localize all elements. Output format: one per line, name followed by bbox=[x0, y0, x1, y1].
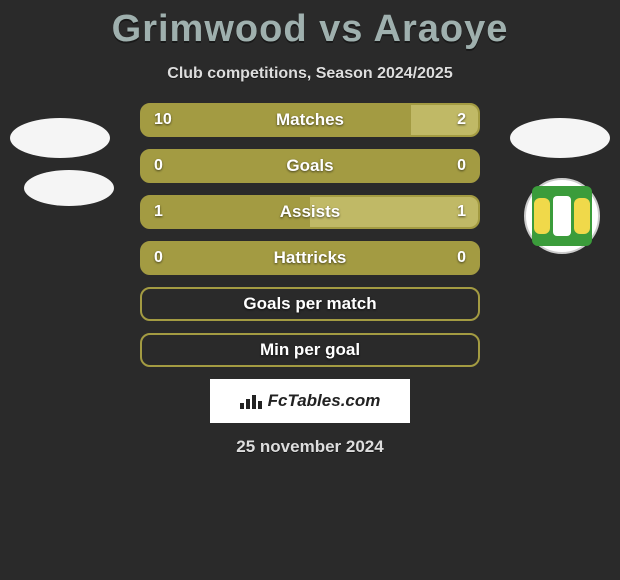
bars-icon bbox=[240, 393, 262, 409]
footer-brand-text: FcTables.com bbox=[268, 391, 381, 411]
stat-label: Goals per match bbox=[142, 294, 478, 314]
team-right-crest bbox=[524, 178, 600, 254]
stat-label: Goals bbox=[142, 156, 478, 176]
stat-label: Assists bbox=[142, 202, 478, 222]
page-title: Grimwood vs Araoye bbox=[0, 0, 620, 51]
page-subtitle: Club competitions, Season 2024/2025 bbox=[0, 65, 620, 83]
stat-label: Hattricks bbox=[142, 248, 478, 268]
stat-label: Min per goal bbox=[142, 340, 478, 360]
team-right-logo-1 bbox=[510, 118, 610, 158]
stat-row-matches: 102Matches bbox=[140, 103, 480, 137]
stat-row-hattricks: 00Hattricks bbox=[140, 241, 480, 275]
stat-row-goals-per-match: Goals per match bbox=[140, 287, 480, 321]
crest-lion-right-icon bbox=[574, 198, 590, 234]
team-left-logo-1 bbox=[10, 118, 110, 158]
stat-row-min-per-goal: Min per goal bbox=[140, 333, 480, 367]
stat-label: Matches bbox=[142, 110, 478, 130]
page-date: 25 november 2024 bbox=[0, 437, 620, 457]
stat-row-assists: 11Assists bbox=[140, 195, 480, 229]
team-left-logo-2 bbox=[24, 170, 114, 206]
stat-row-goals: 00Goals bbox=[140, 149, 480, 183]
crest-lion-left-icon bbox=[534, 198, 550, 234]
footer-brand[interactable]: FcTables.com bbox=[210, 379, 410, 423]
crest-shield-icon bbox=[532, 186, 592, 246]
